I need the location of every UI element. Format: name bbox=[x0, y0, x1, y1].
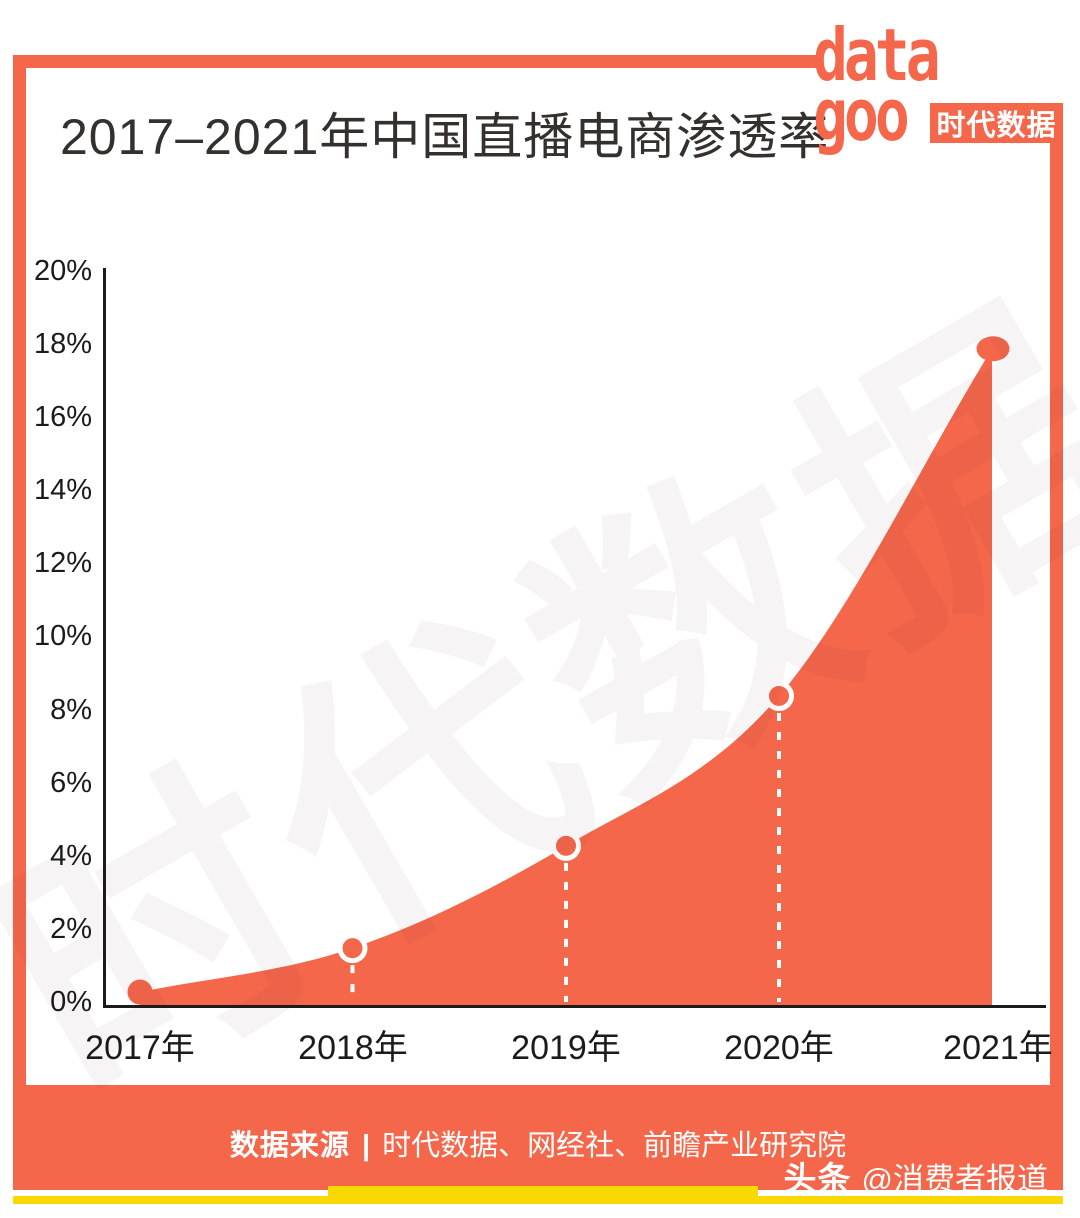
data-source-line: 数据来源 | 时代数据、网经社、前瞻产业研究院 bbox=[13, 1122, 1063, 1164]
x-tick-label: 2021年 bbox=[943, 1029, 1053, 1067]
x-tick-label: 2020年 bbox=[724, 1029, 834, 1067]
x-tick-label: 2018年 bbox=[298, 1029, 408, 1067]
y-tick-label: 6% bbox=[50, 767, 92, 799]
y-tick-label: 20% bbox=[33, 255, 92, 287]
yellow-accent-bar-thin bbox=[13, 1196, 1063, 1204]
source-list: 时代数据、网经社、前瞻产业研究院 bbox=[382, 1130, 847, 1162]
shidai-shuju-logo-badge: 时代数据 bbox=[930, 103, 1063, 143]
toutiao-logo: 头条 bbox=[783, 1160, 852, 1197]
area-fill bbox=[140, 348, 992, 1005]
frame-border-right bbox=[1050, 140, 1063, 1085]
data-point-marker bbox=[337, 933, 368, 964]
credit-line: 头条 @消费者报道 bbox=[784, 1152, 1048, 1200]
source-separator: | bbox=[361, 1130, 371, 1162]
datagoo-logo-line1: data bbox=[813, 12, 941, 98]
y-tick-label: 8% bbox=[50, 694, 92, 726]
credit-handle: @消费者报道 bbox=[861, 1162, 1048, 1197]
x-tick-label: 2019年 bbox=[511, 1029, 621, 1067]
y-tick-label: 4% bbox=[50, 840, 92, 872]
frame-border-left bbox=[13, 55, 26, 1085]
footer-band bbox=[13, 1085, 1063, 1190]
y-tick-label: 18% bbox=[33, 328, 92, 360]
datagoo-logo: data goo bbox=[813, 12, 941, 157]
y-tick-label: 10% bbox=[33, 620, 92, 652]
data-point-marker bbox=[551, 830, 581, 861]
data-point-marker bbox=[127, 979, 153, 1005]
y-tick-label: 2% bbox=[50, 913, 92, 945]
y-tick-label: 16% bbox=[33, 401, 92, 433]
frame-border-top bbox=[13, 55, 818, 68]
x-tick-label: 2017年 bbox=[85, 1029, 195, 1067]
datagoo-logo-line2: goo bbox=[813, 71, 910, 157]
y-tick-label: 14% bbox=[33, 474, 92, 506]
page-title: 2017–2021年中国直播电商渗透率 bbox=[60, 109, 830, 165]
data-point-marker bbox=[976, 336, 1010, 362]
logo-badge-text: 时代数据 bbox=[936, 110, 1057, 142]
data-point-marker bbox=[764, 680, 794, 711]
y-tick-label: 0% bbox=[50, 986, 92, 1018]
y-tick-label: 12% bbox=[33, 547, 92, 579]
source-label: 数据来源 bbox=[229, 1130, 350, 1162]
